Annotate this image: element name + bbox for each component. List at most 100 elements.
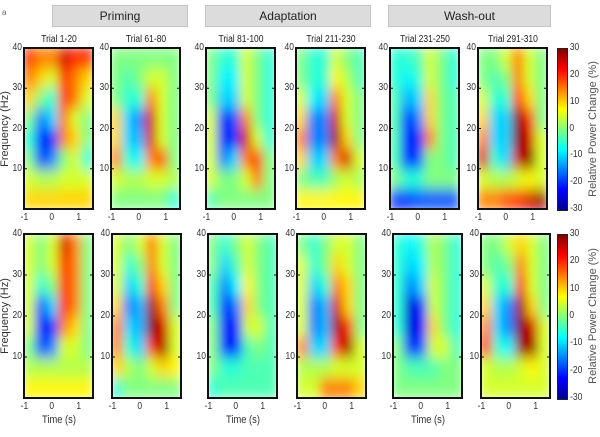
heatmap-cell [492,254,505,276]
heatmap-cell [146,274,159,296]
colorbar-tick-label: -20 [570,364,583,376]
heatmap-cell [308,377,321,398]
heatmap-cell [69,87,82,109]
heatmap-cell [156,48,169,69]
heatmap-cell [412,87,425,109]
y-tick-label: 40 [378,42,388,53]
heatmap-cell [478,168,490,190]
heatmap-cell [146,254,159,276]
heatmap-cell [481,336,493,358]
heatmap-cell [69,148,82,170]
heatmap-cell [401,107,414,129]
heatmap-cell [112,315,124,337]
heatmap-cell [512,188,525,209]
heatmap-cell [481,315,493,337]
colorbar-tick-label: 20 [569,255,580,267]
heatmap-cell [24,87,36,109]
heatmap-cell [58,234,71,255]
heatmap-cell [526,254,539,276]
heatmap-cell [263,128,275,150]
heatmap-cell [219,356,232,378]
heatmap-cell [500,128,513,150]
x-tick-label: -1 [386,212,395,223]
heatmap-cell [208,295,220,317]
heatmap-cell [342,377,355,398]
heatmap-cell [217,148,230,170]
heatmap-cell [538,254,550,276]
heatmap-cell [404,295,417,317]
colorbar-tick-label: 0 [569,310,575,321]
heatmap-cell [169,295,181,317]
group-header-washout: Wash-out [388,5,551,27]
heatmap-cell [308,234,321,255]
heatmap-cell [297,336,309,358]
heatmap-cell [393,274,405,296]
heatmap-cell [146,234,159,255]
heatmap-cell [35,315,48,337]
heatmap-cell [354,234,366,255]
heatmap-cell [318,67,331,89]
heatmap-cell [307,188,320,209]
heatmap-cell [341,87,354,109]
heatmap-cell [342,315,355,337]
heatmap-cell [404,315,417,337]
heatmap-cell [515,356,528,378]
heatmap-cell [251,48,264,69]
heatmap-cell [81,336,93,358]
heatmap-cell [69,377,82,398]
y-tick-label: 30 [12,269,22,280]
heatmap-cell [538,295,550,317]
heatmap-cell [489,148,502,170]
heatmap-cell [168,128,180,150]
heatmap-cell [35,295,48,317]
heatmap-cell [401,188,414,209]
heatmap-cell [242,377,255,398]
heatmap-cell [353,107,365,129]
heatmap-cell [263,148,275,170]
heatmap-cell [24,188,36,209]
heatmap-cell [69,315,82,337]
heatmap-cell [523,168,536,190]
x-tick-label: -1 [474,212,483,223]
heatmap-cell [112,356,124,378]
heatmap-cell [354,377,366,398]
heatmap-cell [308,315,321,337]
heatmap-cell [412,107,425,129]
heatmap-cell [251,87,264,109]
heatmap-cell [478,48,490,69]
heatmap-cell [330,168,343,190]
heatmap-cell [450,356,462,378]
heatmap-cell [341,48,354,69]
heatmap-cell [169,234,181,255]
heatmap-cell [253,315,266,337]
x-tick-label: 0 [415,212,420,223]
heatmap-cell [500,87,513,109]
heatmap-cell [253,234,266,255]
x-tick-label: 1 [349,401,355,412]
heatmap-cell [263,107,275,129]
heatmap-cell [481,295,493,317]
y-tick-label: 10 [99,162,109,174]
heatmap-cell [535,87,547,109]
y-tick-label: 10 [100,351,110,362]
heatmap-cell [450,377,462,398]
heatmap-cell [206,188,218,209]
heatmap-cell [46,315,59,337]
heatmap-cell [393,234,405,255]
figure-label: a [2,8,7,17]
x-axis-label: Time (s) [410,414,445,426]
heatmap-cell [515,315,528,337]
heatmap-cell [133,67,146,89]
x-tick-label: 0 [136,212,141,223]
heatmap-cell [134,356,147,378]
heatmap-cell [353,48,365,69]
y-tick-label: 20 [196,310,206,321]
heatmap-cell [169,254,181,276]
heatmap-cell [523,148,536,170]
heatmap-cell [251,128,264,150]
heatmap-cell [242,336,255,358]
y-tick-label: 30 [196,269,206,280]
heatmap-cell [523,128,536,150]
heatmap-cell [438,295,451,317]
x-tick-label: 1 [260,401,266,412]
